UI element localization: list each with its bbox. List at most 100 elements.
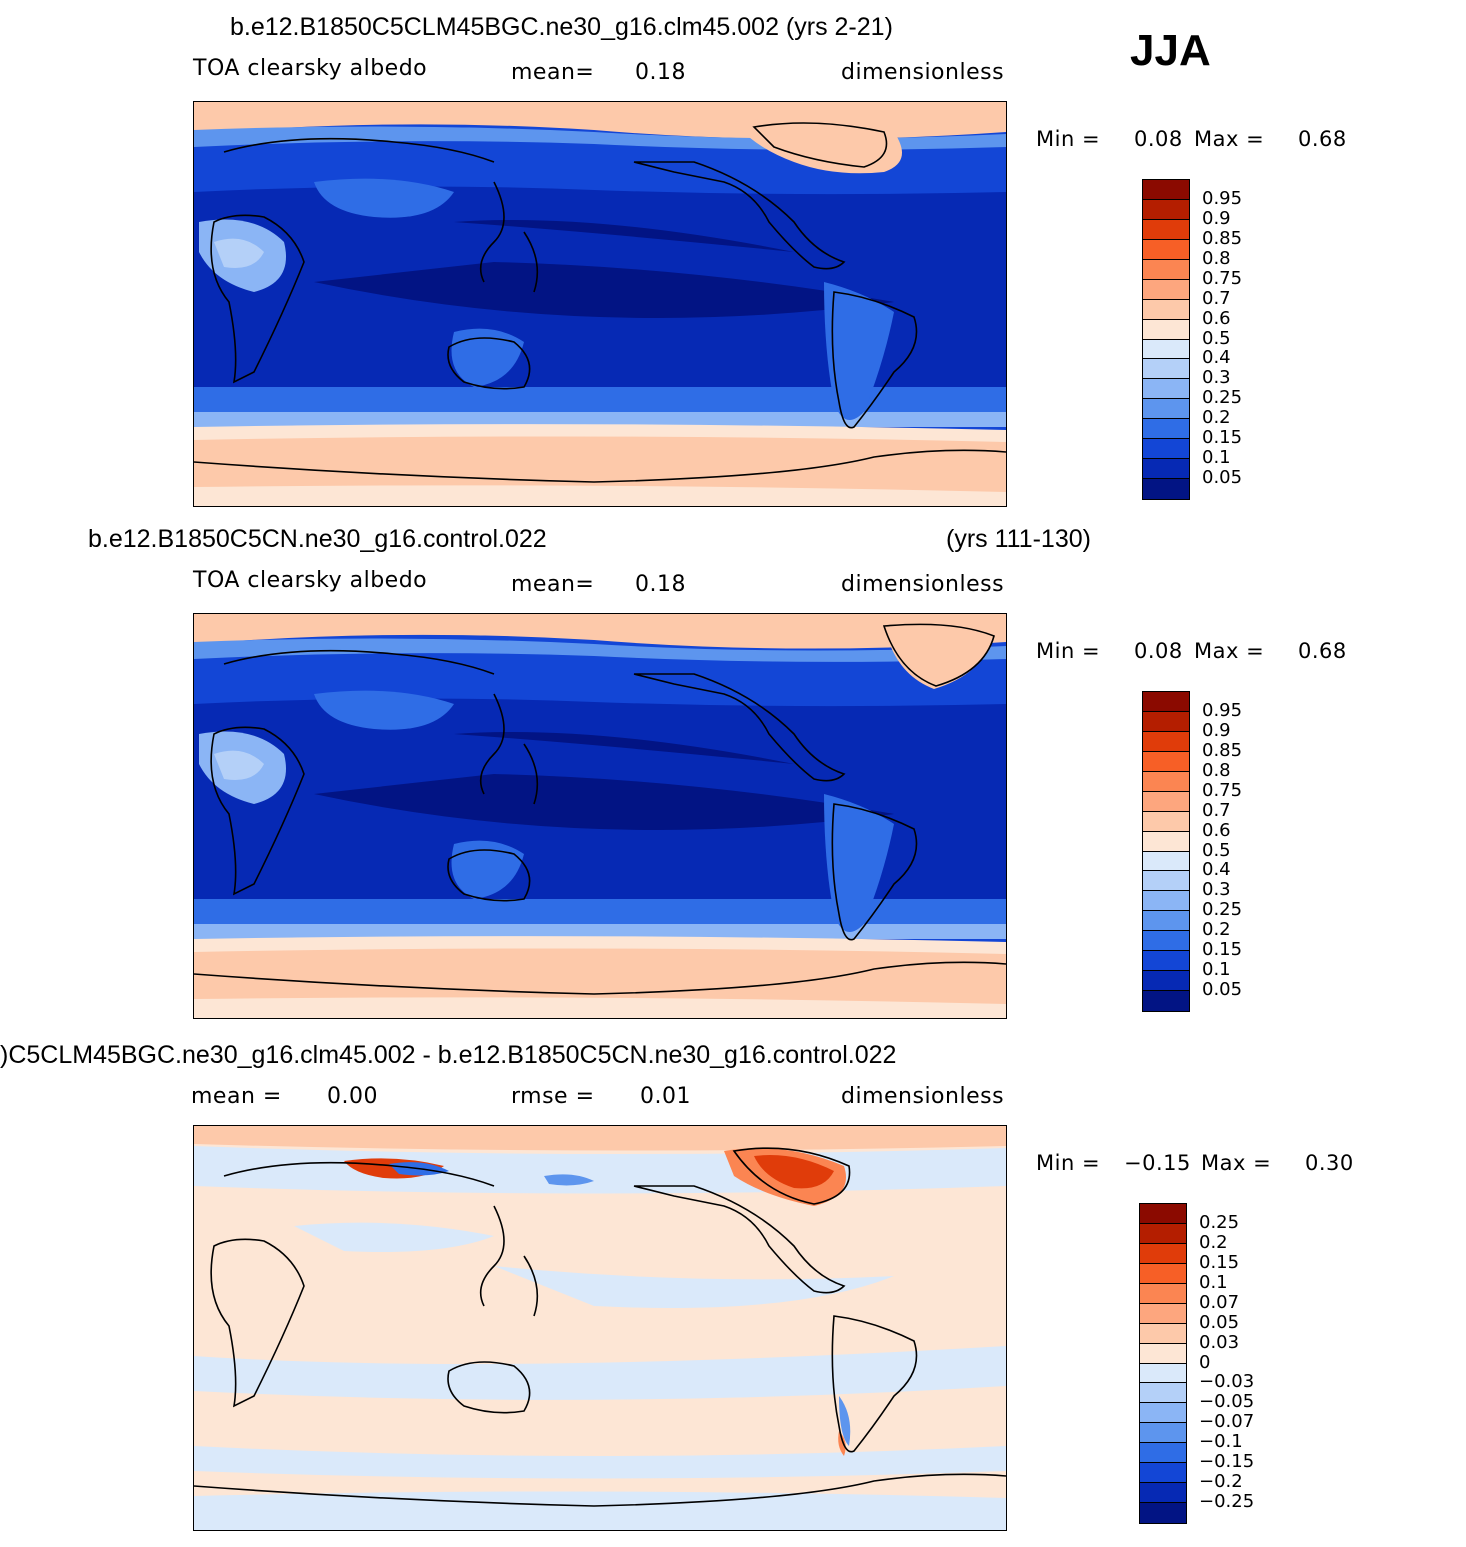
panel1-mean-value: 0.18 [635,60,686,85]
colorbar-swatch [1140,1463,1186,1484]
colorbar-swatch [1143,459,1189,480]
colorbar-swatch [1143,439,1189,460]
colorbar-swatch [1143,791,1189,812]
panel2-mean-label: mean= [511,572,595,597]
colorbar-swatch [1143,931,1189,952]
panel2-title: b.e12.B1850C5CN.ne30_g16.control.022 [88,525,547,553]
colorbar-tick-label: 0.8 [1202,759,1231,781]
panel1-colorbar [1142,179,1190,500]
colorbar-tick-label: −0.07 [1199,1411,1255,1433]
colorbar-tick-label: 0.25 [1199,1211,1240,1233]
colorbar-swatch [1140,1204,1186,1224]
colorbar-tick-label: 0.8 [1202,247,1231,269]
colorbar-tick-label: 0.95 [1202,187,1243,209]
colorbar-swatch [1143,692,1189,712]
colorbar-tick-label: −0.2 [1199,1471,1243,1493]
colorbar-swatch [1143,711,1189,732]
colorbar-swatch [1143,831,1189,852]
colorbar-tick-label: 0.75 [1202,779,1243,801]
colorbar-swatch [1143,851,1189,872]
panel3-rmse-label: rmse = [511,1084,595,1109]
colorbar-tick-label: 0.2 [1202,919,1231,941]
colorbar-swatch [1143,359,1189,380]
colorbar-tick-label: 0.25 [1202,387,1243,409]
panel2-max-label: Max = [1194,639,1265,663]
colorbar-tick-label: 0.3 [1202,367,1231,389]
panel2-colorbar [1142,691,1190,1012]
colorbar-tick-label: 0.05 [1202,467,1243,489]
panel3-rmse-value: 0.01 [640,1084,691,1109]
colorbar-tick-label: 0.5 [1202,839,1231,861]
colorbar-swatch [1140,1303,1186,1324]
panel3-colorbar [1139,1203,1187,1524]
colorbar-swatch [1143,479,1189,499]
panel2-years: (yrs 111-130) [946,525,1091,553]
colorbar-tick-label: 0.7 [1202,799,1231,821]
panel1-map [193,101,1007,507]
colorbar-swatch [1143,279,1189,300]
colorbar-swatch [1143,339,1189,360]
colorbar-swatch [1143,219,1189,240]
colorbar-swatch [1143,319,1189,340]
colorbar-swatch [1143,299,1189,320]
colorbar-tick-label: 0.2 [1202,407,1231,429]
colorbar-swatch [1143,951,1189,972]
colorbar-swatch [1140,1403,1186,1424]
colorbar-tick-label: 0.4 [1202,859,1231,881]
colorbar-swatch [1143,419,1189,440]
panel2-variable: TOA clearsky albedo [193,568,428,593]
panel2-units: dimensionless [841,572,1005,597]
colorbar-swatch [1143,771,1189,792]
colorbar-swatch [1140,1423,1186,1444]
panel2-map [193,613,1007,1019]
colorbar-swatch [1140,1503,1186,1523]
season-label: JJA [1130,26,1211,75]
colorbar-tick-label: 0.9 [1202,719,1231,741]
panel2-min-label: Min = [1036,639,1101,663]
colorbar-tick-label: 0.95 [1202,699,1243,721]
colorbar-tick-label: −0.1 [1199,1431,1243,1453]
colorbar-tick-label: −0.05 [1199,1391,1255,1413]
colorbar-tick-label: 0.6 [1202,307,1231,329]
colorbar-tick-label: 0.6 [1202,819,1231,841]
panel1-min-value: 0.08 [1134,127,1183,151]
colorbar-tick-label: 0.03 [1199,1331,1240,1353]
panel1-mean-label: mean= [511,60,595,85]
colorbar-swatch [1143,971,1189,992]
panel1-albedo-field [194,102,1006,506]
colorbar-swatch [1143,911,1189,932]
colorbar-tick-label: 0.1 [1199,1271,1228,1293]
panel3-mean-label: mean = [191,1084,282,1109]
colorbar-tick-label: 0.2 [1199,1231,1228,1253]
panel1-max-value: 0.68 [1298,127,1347,151]
panel2-min-value: 0.08 [1134,639,1183,663]
colorbar-swatch [1140,1323,1186,1344]
panel3-min-label: Min = [1036,1151,1101,1175]
colorbar-tick-label: 0.07 [1199,1291,1240,1313]
panel2-mean-value: 0.18 [635,572,686,597]
colorbar-swatch [1140,1443,1186,1464]
colorbar-swatch [1140,1223,1186,1244]
colorbar-tick-label: 0.5 [1202,327,1231,349]
colorbar-tick-label: −0.03 [1199,1371,1255,1393]
colorbar-swatch [1143,399,1189,420]
panel1-title: b.e12.B1850C5CLM45BGC.ne30_g16.clm45.002… [230,13,893,41]
colorbar-swatch [1143,379,1189,400]
colorbar-tick-label: 0.15 [1202,939,1243,961]
colorbar-swatch [1140,1483,1186,1504]
panel3-max-value: 0.30 [1305,1151,1354,1175]
panel3-units: dimensionless [841,1084,1005,1109]
colorbar-swatch [1140,1243,1186,1264]
colorbar-tick-label: 0.05 [1199,1311,1240,1333]
colorbar-swatch [1140,1283,1186,1304]
colorbar-tick-label: 0.3 [1202,879,1231,901]
colorbar-swatch [1143,199,1189,220]
panel1-units: dimensionless [841,60,1005,85]
colorbar-swatch [1143,891,1189,912]
colorbar-swatch [1143,871,1189,892]
colorbar-swatch [1143,239,1189,260]
colorbar-swatch [1140,1383,1186,1404]
panel2-albedo-field [194,614,1006,1018]
panel3-title: )C5CLM45BGC.ne30_g16.clm45.002 - b.e12.B… [0,1041,897,1069]
colorbar-tick-label: 0.15 [1199,1251,1240,1273]
